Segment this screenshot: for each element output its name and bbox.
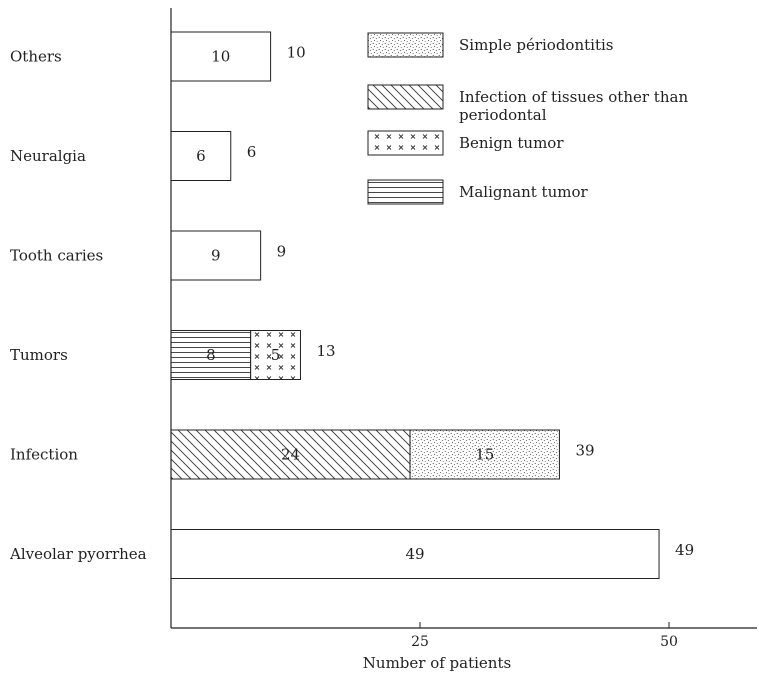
bar-total-label: 10 [287, 44, 306, 62]
category-label: Alveolar pyorrhea [9, 545, 147, 563]
segment-value-label: 8 [206, 346, 216, 364]
x-tick-label: 50 [660, 634, 678, 650]
category-label: Others [10, 48, 62, 66]
category-label: Tumors [10, 346, 68, 364]
segment-value-label: 10 [211, 48, 230, 66]
legend: Simple périodontitis Infection of tissues… [367, 32, 688, 205]
category-label: Infection [10, 446, 78, 464]
bar-total-label: 39 [575, 442, 594, 460]
legend-label: Infection of tissues other than [459, 88, 688, 106]
legend-label: Simple périodontitis [459, 36, 613, 54]
bar-total-label: 13 [316, 342, 335, 360]
bar-total-label: 49 [675, 541, 694, 559]
segment-value-label: 9 [211, 247, 221, 265]
category-label: Neuralgia [10, 147, 86, 165]
legend-swatch [367, 130, 444, 156]
x-tick-label: 25 [411, 634, 429, 650]
bar-segment [170, 131, 232, 181]
bar-total-label: 9 [277, 243, 287, 261]
bar-segment [170, 31, 272, 82]
bar-segment [170, 429, 411, 480]
legend-label: periodontal [459, 106, 547, 124]
x-axis-title: Number of patients [363, 654, 511, 672]
segment-value-label: 49 [405, 545, 424, 563]
category-label: Tooth caries [10, 247, 103, 265]
legend-swatch [367, 84, 444, 110]
bar-segment [250, 330, 301, 380]
legend-swatch [367, 179, 444, 205]
segment-value-label: 5 [271, 346, 281, 364]
legend-label: Benign tumor [459, 134, 564, 152]
legend-swatch [367, 32, 444, 58]
segment-value-label: 24 [281, 446, 300, 464]
legend-label: Malignant tumor [459, 183, 589, 201]
segment-value-label: 15 [475, 446, 494, 464]
segment-value-label: 6 [196, 147, 206, 165]
bars-layer: Others 10 10 Neuralgia 6 6 Tooth caries 9 9 Tumor… [9, 31, 694, 579]
bar-segment [409, 429, 560, 480]
bar-total-label: 6 [247, 143, 257, 161]
axes-layer: 25 50 Number of patients [170, 8, 757, 672]
bar-segment [170, 230, 262, 281]
